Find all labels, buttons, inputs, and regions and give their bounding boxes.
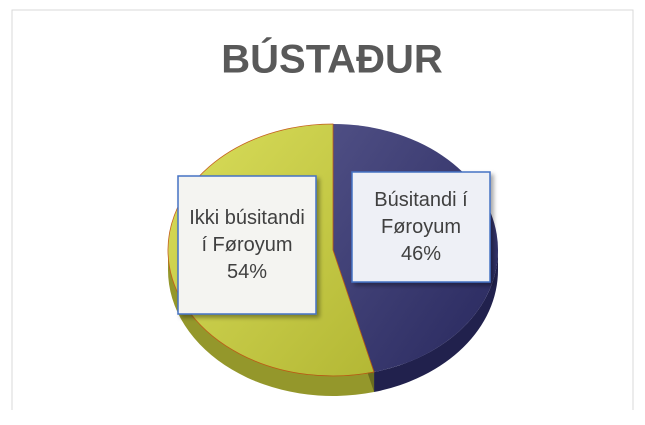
category-label: Búsitandi í Føroyum <box>374 188 468 238</box>
value-label: 46% <box>400 242 442 265</box>
value-label: 54% <box>226 260 268 283</box>
data-label: Búsitandi í Føroyum 46% <box>352 172 490 282</box>
data-label-text: Ikki búsitandi í Føroyum 54% <box>178 176 316 314</box>
pie-slice-side <box>168 250 375 396</box>
chart-title: BÚSTAÐUR <box>221 36 443 82</box>
chart-frame <box>11 9 634 410</box>
data-label-box <box>177 175 317 315</box>
data-label-text: Búsitandi í Føroyum 46% <box>352 172 490 282</box>
category-label: Ikki búsitandi í Føroyum <box>189 206 305 256</box>
data-label: Ikki búsitandi í Føroyum 54% <box>178 176 316 314</box>
data-label-box <box>351 171 491 283</box>
pie-slice-side <box>374 250 498 393</box>
